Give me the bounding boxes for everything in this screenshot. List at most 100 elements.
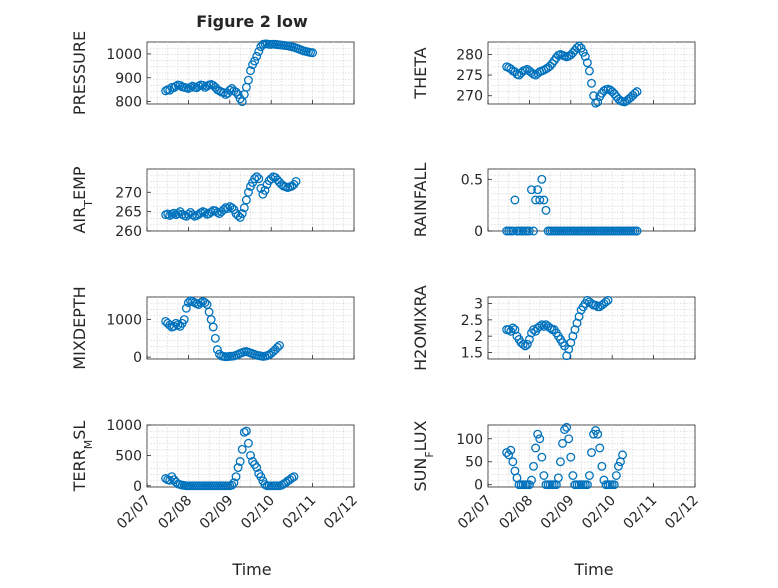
data-point: [194, 81, 204, 91]
data-point: [568, 471, 578, 480]
data-point: [246, 66, 255, 76]
data-point: [227, 203, 237, 213]
data-point: [556, 457, 565, 467]
data-point: [254, 47, 264, 56]
y-tick-label: 1000: [106, 418, 142, 434]
data-point: [584, 66, 594, 76]
x-axis-title-left: Time: [231, 560, 271, 579]
data-point: [239, 427, 249, 437]
data-point: [243, 438, 253, 448]
data-point: [520, 341, 530, 351]
data-point: [289, 472, 299, 482]
data-point: [275, 341, 284, 350]
data-point: [243, 187, 253, 197]
data-point: [508, 226, 518, 236]
data-point: [227, 480, 237, 490]
data-point: [287, 473, 297, 483]
data-point: [553, 473, 563, 483]
data-point: [599, 86, 609, 96]
y-axis-title: PRESSURE: [70, 31, 89, 115]
data-point: [504, 325, 514, 335]
x-axis-title-right: Time: [573, 560, 613, 579]
data-point: [539, 195, 549, 205]
data-point: [308, 48, 318, 58]
subplot-h2omixra: 1.522.53 H2OMIXRA: [411, 285, 696, 371]
data-point: [580, 52, 590, 61]
figure-title: Figure 2 low: [196, 12, 308, 31]
subplot-rainfall: 0 0.5 RAINFALL: [411, 163, 696, 240]
data-point: [527, 475, 536, 485]
data-point: [508, 457, 518, 467]
data-point: [595, 443, 605, 453]
y-tick-label: 265: [115, 205, 142, 221]
data-point: [539, 471, 549, 480]
data-point: [231, 87, 241, 97]
data-point: [237, 209, 247, 219]
data-point: [206, 207, 216, 217]
data-point: [603, 295, 613, 305]
y-axis-title: SUNFLUX: [411, 420, 436, 491]
data-point: [233, 463, 243, 472]
subplot-air-temp: 260 265 270 AIRTEMP: [70, 166, 355, 240]
data-point: [510, 195, 520, 205]
subplot-theta: 270 275 280 THETA: [411, 41, 696, 108]
y-tick-label: 0: [474, 478, 483, 494]
data-point: [272, 342, 282, 352]
y-tick-label: 1000: [106, 47, 142, 63]
y-tick-label: 3: [474, 297, 483, 313]
data-point: [524, 480, 534, 490]
data-point: [593, 97, 603, 107]
data-point: [504, 450, 514, 460]
data-point: [256, 472, 266, 482]
y-tick-label: 270: [115, 185, 142, 201]
data-point: [225, 85, 235, 95]
data-point: [560, 425, 570, 435]
y-axis-title: THETA: [411, 47, 430, 99]
data-point: [591, 98, 601, 108]
data-point: [163, 209, 173, 219]
data-point: [173, 209, 183, 219]
data-point: [233, 211, 243, 220]
data-point: [529, 461, 538, 471]
y-tick-label: 2: [474, 329, 483, 345]
y-tick-label: 100: [456, 432, 483, 448]
data-point: [558, 438, 567, 448]
y-tick-label: 275: [456, 68, 483, 84]
y-tick-label: 0: [133, 479, 142, 495]
y-axis-title: H2OMIXRA: [411, 285, 430, 371]
y-tick-label: 280: [456, 47, 483, 63]
data-point: [260, 185, 270, 195]
data-point: [250, 56, 260, 66]
data-point: [231, 472, 241, 482]
data-point: [212, 345, 222, 355]
data-point: [235, 457, 245, 466]
data-point: [256, 183, 266, 193]
data-point: [535, 434, 545, 444]
data-point: [291, 176, 301, 186]
y-tick-label: 800: [115, 95, 142, 111]
data-point: [535, 321, 545, 331]
y-tick-label: 0: [133, 350, 142, 366]
data-point: [537, 174, 547, 184]
data-point: [587, 78, 596, 88]
y-tick-label: 260: [115, 224, 142, 240]
data-point: [531, 195, 541, 205]
data-point: [171, 81, 181, 91]
data-point: [566, 452, 576, 462]
data-point: [181, 303, 191, 313]
data-point: [198, 80, 208, 90]
y-axis-title: AIRTEMP: [70, 166, 95, 233]
data-point: [188, 81, 197, 91]
data-point: [161, 474, 171, 483]
data-point: [574, 41, 584, 51]
y-tick-label: 900: [115, 71, 142, 87]
data-point: [508, 323, 518, 333]
data-point: [200, 207, 210, 217]
data-point: [533, 185, 543, 195]
data-point: [529, 226, 538, 236]
data-point: [593, 429, 603, 439]
data-point: [587, 448, 596, 458]
data-point: [611, 471, 621, 480]
data-point: [237, 444, 247, 454]
data-point: [169, 208, 179, 218]
